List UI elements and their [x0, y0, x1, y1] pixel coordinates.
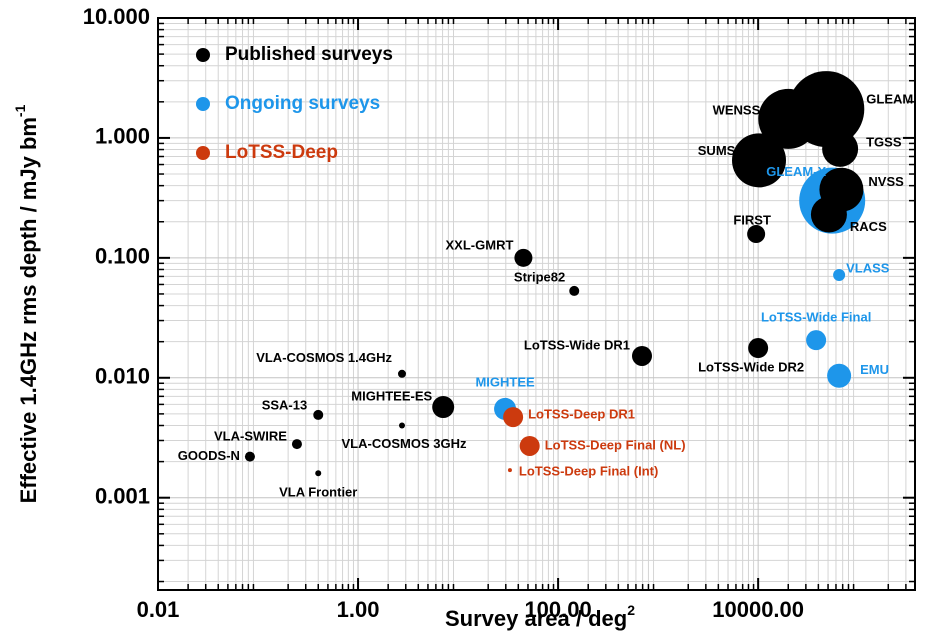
point-label: LoTSS-Wide Final	[761, 310, 871, 325]
point-label: VLA-COSMOS 3GHz	[342, 436, 467, 451]
point	[569, 285, 580, 296]
x-tick-label: 10000.00	[712, 597, 804, 622]
point	[397, 369, 406, 378]
y-axis-title: Effective 1.4GHz rms depth / mJy bm-1	[12, 104, 41, 503]
point	[432, 396, 455, 419]
point-label: VLASS	[846, 260, 890, 275]
point-label: EMU	[860, 362, 889, 377]
point-label: VLA Frontier	[279, 485, 357, 500]
point	[827, 363, 852, 388]
point-label: LoTSS-Deep Final (NL)	[545, 437, 686, 452]
point	[244, 451, 255, 462]
x-tick-label: 100.00	[524, 597, 591, 622]
point	[822, 130, 859, 167]
point-label: XXL-GMRT	[446, 237, 514, 252]
point	[315, 470, 322, 477]
y-tick-label: 1.000	[95, 124, 150, 149]
point-label: GLEAM	[866, 92, 913, 107]
point	[631, 345, 652, 366]
point	[806, 330, 827, 351]
legend-marker	[196, 146, 210, 160]
point-label: NVSS	[868, 174, 904, 189]
point-label: GLEAM-X	[766, 164, 826, 179]
legend-label: Ongoing surveys	[225, 93, 380, 114]
x-axis-title-text: Survey area / deg	[445, 606, 627, 631]
point-label: SSA-13	[262, 397, 308, 412]
point	[833, 268, 846, 281]
legend-label: LoTSS-Deep	[225, 142, 338, 163]
x-axis-title: Survey area / deg2	[445, 602, 635, 631]
y-axis-title-text: Effective 1.4GHz rms depth / mJy bm	[16, 117, 41, 503]
legend-marker	[196, 97, 210, 111]
point-label: GOODS-N	[178, 448, 240, 463]
point	[788, 71, 865, 148]
legend-marker	[196, 48, 210, 62]
x-tick-label: 0.01	[137, 597, 180, 622]
point-label: LoTSS-Deep Final (Int)	[519, 464, 658, 479]
point-label: FIRST	[733, 212, 771, 227]
legend-label: Published surveys	[225, 44, 393, 65]
point	[503, 407, 524, 428]
x-axis-title-sup: 2	[627, 602, 635, 618]
grid	[157, 17, 915, 590]
point	[507, 468, 512, 473]
point-label: TGSS	[866, 134, 902, 149]
point-label: SUMSS	[698, 143, 745, 158]
point-label: LoTSS-Deep DR1	[528, 407, 635, 422]
y-tick-label: 0.010	[95, 364, 150, 389]
point-label: VLA-COSMOS 1.4GHz	[256, 350, 392, 365]
point-label: MIGHTEE-ES	[351, 388, 432, 403]
point	[747, 225, 766, 244]
point	[313, 409, 324, 420]
point-label: LoTSS-Wide DR2	[698, 359, 804, 374]
y-tick-label: 10.000	[83, 4, 150, 29]
point-label: Stripe82	[514, 269, 565, 284]
point-label: MIGHTEE	[475, 374, 535, 389]
x-tick-label: 1.00	[337, 597, 380, 622]
point-label: RACS	[850, 219, 887, 234]
y-tick-label: 0.001	[95, 484, 150, 509]
y-tick-label: 0.100	[95, 244, 150, 269]
y-axis-title-sup: -1	[12, 104, 28, 117]
point	[748, 338, 769, 359]
point-label: WENSS	[713, 102, 761, 117]
point	[514, 248, 533, 267]
point	[810, 196, 847, 233]
point-label: VLA-SWIRE	[214, 429, 287, 444]
point-label: LoTSS-Wide DR1	[524, 337, 630, 352]
point	[398, 422, 405, 429]
point	[519, 435, 540, 456]
point	[291, 439, 302, 450]
plot-frame	[157, 17, 916, 591]
point	[732, 133, 787, 188]
